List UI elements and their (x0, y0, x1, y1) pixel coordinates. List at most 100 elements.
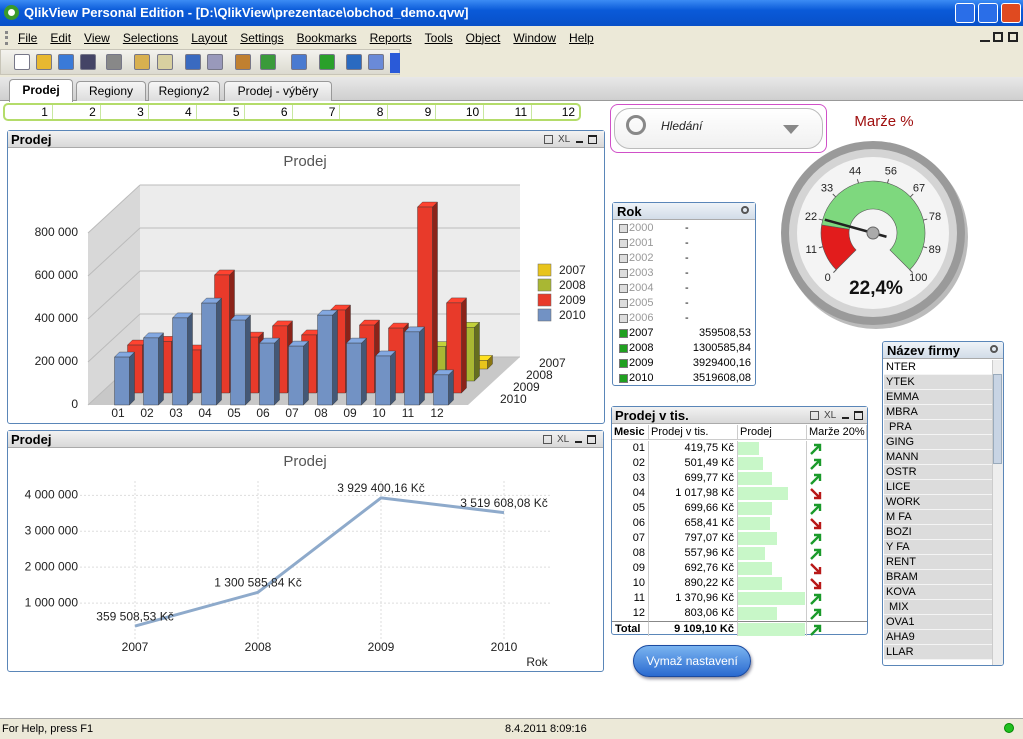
xl-icon[interactable]: XL (558, 134, 571, 145)
listbox-row[interactable]: BOZI (884, 525, 992, 540)
listbox-row[interactable]: 2010 3519608,08 (615, 371, 753, 386)
menu-item[interactable]: Window (513, 31, 557, 45)
listbox-row[interactable]: 2007 359508,53 (615, 326, 753, 341)
dropdown-arrow[interactable] (783, 125, 799, 134)
table-header[interactable]: Marže 20% (807, 425, 867, 440)
toolbar-button[interactable] (157, 54, 173, 70)
toolbar-button[interactable] (291, 54, 307, 70)
listbox-row[interactable]: OVA1 (884, 615, 992, 630)
listbox-row[interactable]: MBRA (884, 405, 992, 420)
scroll-thumb[interactable] (993, 374, 1002, 464)
xl-icon[interactable]: XL (557, 434, 570, 445)
tab[interactable]: Prodej - výběry (224, 81, 332, 101)
listbox-row[interactable]: OSTR (884, 465, 992, 480)
month-cell[interactable]: 8 (339, 105, 387, 119)
listbox-row[interactable]: 2005 - (615, 296, 753, 311)
month-cell[interactable]: 1 (41, 105, 48, 119)
month-cell[interactable]: 9 (387, 105, 435, 119)
listbox-row[interactable]: MANN (884, 450, 992, 465)
listbox-row[interactable]: RENT (884, 555, 992, 570)
listbox-row[interactable]: 2001 - (615, 236, 753, 251)
menu-item[interactable]: Settings (240, 31, 284, 45)
listbox-row[interactable]: 2004 - (615, 281, 753, 296)
toolbar-button[interactable] (260, 54, 276, 70)
toolbar-button[interactable] (36, 54, 52, 70)
menu-item[interactable]: Tools (424, 31, 453, 45)
minimize-icon[interactable] (842, 417, 849, 419)
toolbar-button[interactable] (319, 54, 335, 70)
menu-item[interactable]: Selections (122, 31, 179, 45)
toolbar-button[interactable] (14, 54, 30, 70)
month-cell[interactable]: 5 (195, 105, 244, 119)
month-cell[interactable]: 10 (435, 105, 483, 119)
menu-item[interactable]: Bookmarks (296, 31, 357, 45)
scrollbar[interactable] (992, 360, 1003, 665)
maximize-icon[interactable] (854, 411, 863, 420)
listbox-row[interactable]: Y FA (884, 540, 992, 555)
listbox-row[interactable]: M FA (884, 510, 992, 525)
menu-item[interactable]: Layout (191, 31, 228, 45)
toolbar-button[interactable] (346, 54, 362, 70)
toolbar-overflow[interactable] (390, 53, 400, 73)
window-restore-button[interactable] (978, 3, 998, 23)
tab[interactable]: Regiony2 (148, 81, 220, 101)
toolbar-button[interactable] (235, 54, 251, 70)
listbox-row[interactable]: BRAM (884, 570, 992, 585)
window-minimize-button[interactable] (955, 3, 975, 23)
search-icon[interactable] (741, 206, 749, 214)
month-cell[interactable]: 11 (483, 105, 531, 119)
menu-item[interactable]: Help (569, 31, 594, 45)
toolbar-button[interactable] (207, 54, 223, 70)
listbox-row[interactable]: 2003 - (615, 266, 753, 281)
month-cell[interactable]: 3 (99, 105, 148, 119)
listbox-row[interactable]: NTER (884, 360, 992, 375)
menu-item[interactable]: Object (465, 31, 501, 45)
listbox-row[interactable]: GING (884, 435, 992, 450)
listbox-row[interactable]: YTEK (884, 375, 992, 390)
listbox-row[interactable]: WORK (884, 495, 992, 510)
listbox-row[interactable]: MIX (884, 600, 992, 615)
search-icon[interactable] (990, 345, 998, 353)
listbox-row[interactable]: AHA9 (884, 630, 992, 645)
listbox-row[interactable]: PRA (884, 420, 992, 435)
toolbar-button[interactable] (106, 54, 122, 70)
mdi-close[interactable] (1008, 32, 1018, 42)
minimize-icon[interactable] (575, 441, 582, 443)
toolbar-button[interactable] (368, 54, 384, 70)
toolbar-button[interactable] (80, 54, 96, 70)
tab[interactable]: Regiony (76, 81, 146, 101)
mdi-restore[interactable] (993, 32, 1003, 42)
minimize-icon[interactable] (576, 141, 583, 143)
mdi-minimize[interactable] (980, 32, 990, 42)
listbox-row[interactable]: 2000 - (615, 221, 753, 236)
toolbar-button[interactable] (134, 54, 150, 70)
maximize-icon[interactable] (587, 435, 596, 444)
search-box[interactable]: Hledání (610, 104, 827, 153)
month-cell[interactable]: 12 (531, 105, 579, 119)
menu-item[interactable]: Edit (50, 31, 72, 45)
menu-item[interactable]: Reports (369, 31, 412, 45)
toolbar-button[interactable] (58, 54, 74, 70)
table-header[interactable]: Mesic (612, 425, 649, 440)
maximize-icon[interactable] (588, 135, 597, 144)
listbox-row[interactable]: LICE (884, 480, 992, 495)
listbox-row[interactable]: 2002 - (615, 251, 753, 266)
menu-item[interactable]: View (84, 31, 110, 45)
month-cell[interactable]: 4 (147, 105, 196, 119)
clear-button[interactable]: Vymaž nastavení (633, 645, 751, 677)
month-cell[interactable]: 2 (51, 105, 100, 119)
menu-item[interactable]: File (18, 31, 38, 45)
listbox-row[interactable]: 2008 1300585,84 (615, 341, 753, 356)
table-header[interactable]: Prodej (738, 425, 807, 440)
listbox-row[interactable]: EMMA (884, 390, 992, 405)
listbox-row[interactable]: KOVA (884, 585, 992, 600)
table-header[interactable]: Prodej v tis. (649, 425, 738, 440)
listbox-row[interactable]: LLAR (884, 645, 992, 660)
listbox-row[interactable]: 2006 - (615, 311, 753, 326)
listbox-row[interactable]: 2009 3929400,16 (615, 356, 753, 371)
month-cell[interactable]: 6 (243, 105, 292, 119)
window-close-button[interactable] (1001, 3, 1021, 23)
month-cell[interactable]: 7 (291, 105, 340, 119)
tab[interactable]: Prodej (9, 79, 73, 102)
xl-icon[interactable]: XL (824, 410, 837, 421)
